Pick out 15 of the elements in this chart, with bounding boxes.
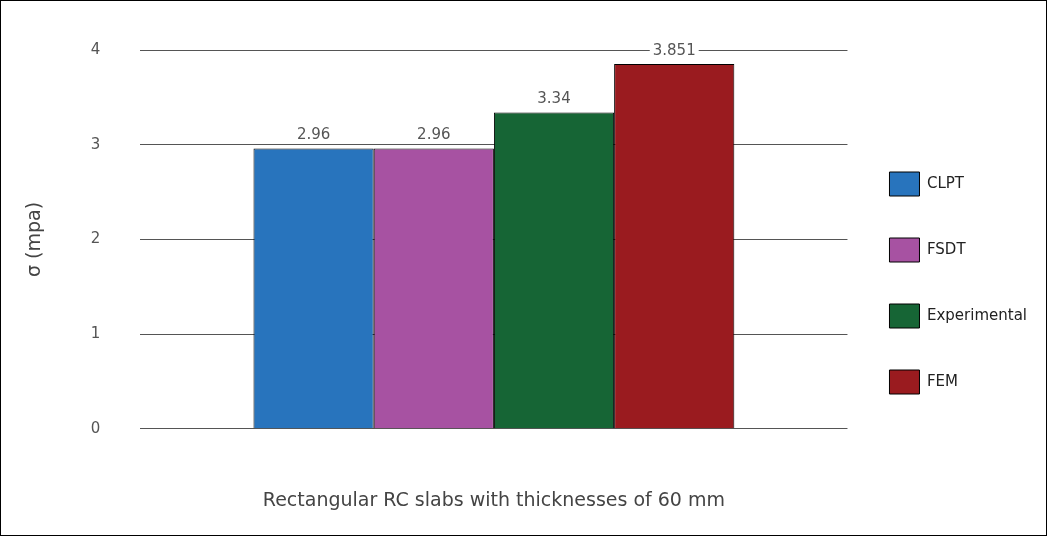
y-tick-label: 4 [90,39,101,58]
legend-label: FSDT [926,239,967,258]
data-label: 3.34 [537,88,571,107]
y-axis-title: σ (mpa) [22,201,45,277]
y-tick-label: 2 [90,229,101,248]
y-tick-label: 0 [90,418,101,437]
data-label: 2.96 [417,124,451,143]
data-label: 3.851 [652,40,696,59]
legend-label: Experimental [926,305,1027,324]
legend-label: CLPT [926,173,965,192]
x-axis-title: Rectangular RC slabs with thicknesses of 60 mm [262,487,726,510]
y-tick-label: 3 [90,134,101,153]
y-tick-label: 1 [90,323,101,342]
data-label: 2.96 [296,124,331,143]
legend-label: FEM [926,371,959,390]
